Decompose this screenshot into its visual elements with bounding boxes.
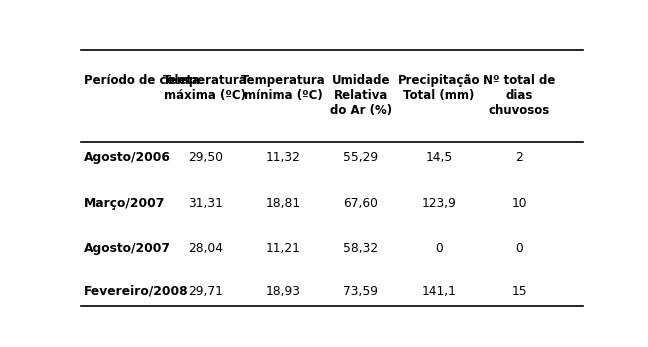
Text: 11,21: 11,21 xyxy=(266,242,301,255)
Text: 141,1: 141,1 xyxy=(421,285,456,298)
Text: 11,32: 11,32 xyxy=(266,151,301,164)
Text: 18,93: 18,93 xyxy=(266,285,301,298)
Text: 31,31: 31,31 xyxy=(188,197,223,210)
Text: Umidade
Relativa
do Ar (%): Umidade Relativa do Ar (%) xyxy=(330,74,392,117)
Text: 67,60: 67,60 xyxy=(343,197,378,210)
Text: 55,29: 55,29 xyxy=(343,151,378,164)
Text: Março/2007: Março/2007 xyxy=(84,197,165,210)
Text: 28,04: 28,04 xyxy=(188,242,223,255)
Text: 14,5: 14,5 xyxy=(425,151,452,164)
Text: Período de coleta: Período de coleta xyxy=(84,74,200,87)
Text: Agosto/2006: Agosto/2006 xyxy=(84,151,170,164)
Text: 123,9: 123,9 xyxy=(421,197,456,210)
Text: Temperatura
máxima (ºC): Temperatura máxima (ºC) xyxy=(163,74,248,102)
Text: 0: 0 xyxy=(435,242,443,255)
Text: 0: 0 xyxy=(515,242,523,255)
Text: Fevereiro/2008: Fevereiro/2008 xyxy=(84,285,188,298)
Text: 58,32: 58,32 xyxy=(343,242,378,255)
Text: Temperatura
mínima (ºC): Temperatura mínima (ºC) xyxy=(241,74,325,102)
Text: 73,59: 73,59 xyxy=(343,285,378,298)
Text: 18,81: 18,81 xyxy=(266,197,301,210)
Text: 29,71: 29,71 xyxy=(188,285,223,298)
Text: 10: 10 xyxy=(511,197,527,210)
Text: Precipitação
Total (mm): Precipitação Total (mm) xyxy=(398,74,480,102)
Text: Nº total de
dias
chuvosos: Nº total de dias chuvosos xyxy=(483,74,555,117)
Text: Agosto/2007: Agosto/2007 xyxy=(84,242,170,255)
Text: 15: 15 xyxy=(511,285,527,298)
Text: 2: 2 xyxy=(515,151,523,164)
Text: 29,50: 29,50 xyxy=(188,151,223,164)
